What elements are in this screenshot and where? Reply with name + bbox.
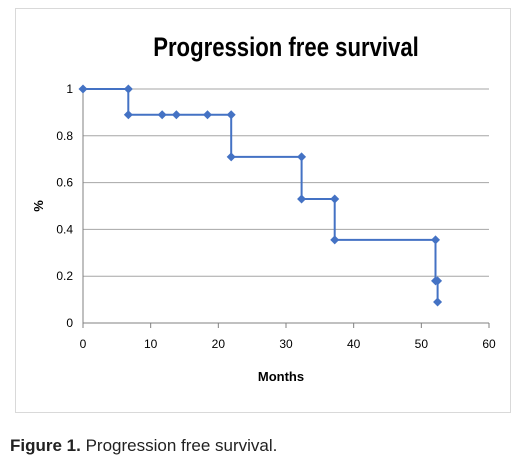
survival-chart: Progression free survival00.20.40.60.810… [31, 33, 496, 384]
data-point [203, 110, 213, 120]
series-line [83, 88, 439, 302]
data-point [297, 152, 307, 162]
data-point [123, 84, 133, 94]
y-tick-label: 1 [66, 82, 73, 96]
data-point [123, 110, 133, 120]
chart-title: Progression free survival [153, 33, 419, 63]
x-axis-label: Months [258, 369, 304, 384]
data-point [157, 110, 167, 120]
data-point [433, 297, 443, 307]
figure-caption: Figure 1. Progression free survival. [10, 436, 277, 456]
y-tick-label: 0.6 [56, 176, 73, 190]
data-point [431, 235, 441, 245]
chart-frame: Progression free survival 0 0.2 0.4 0.6 0.8 1 0… [15, 8, 511, 413]
x-tick-label: 10 [144, 337, 158, 351]
data-point [226, 110, 236, 120]
data-point [78, 84, 88, 94]
y-tick-label: 0.4 [56, 222, 73, 236]
data-point [226, 152, 236, 162]
caption-label: Figure 1. [10, 436, 81, 455]
x-tick-label: 60 [482, 337, 496, 351]
data-point [330, 194, 340, 204]
data-point [330, 235, 340, 245]
x-tick-label: 30 [279, 337, 293, 351]
x-tick-label: 0 [80, 337, 87, 351]
y-tick-label: 0 [66, 316, 73, 330]
data-point [171, 110, 181, 120]
data-point [297, 194, 307, 204]
x-tick-label: 50 [415, 337, 429, 351]
data-point [433, 276, 443, 286]
x-tick-label: 20 [212, 337, 226, 351]
caption-text: Progression free survival. [85, 436, 278, 455]
y-tick-label: 0.2 [56, 269, 73, 283]
y-tick-label: 0.8 [56, 129, 73, 143]
y-axis-label: % [31, 200, 46, 212]
x-tick-label: 40 [347, 337, 361, 351]
